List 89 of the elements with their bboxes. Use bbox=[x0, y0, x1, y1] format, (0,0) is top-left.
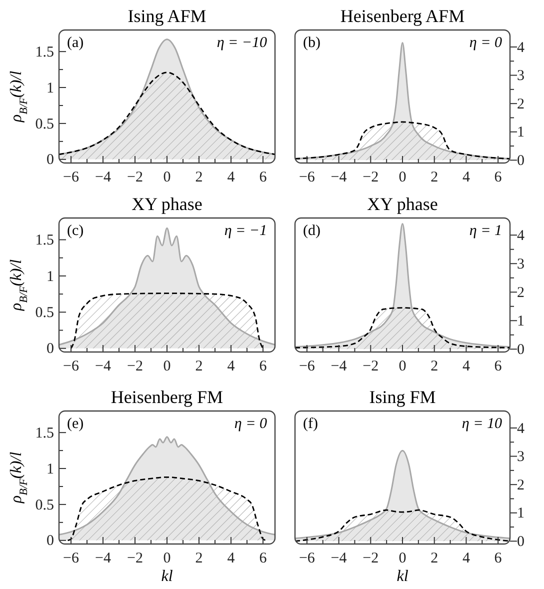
x-tick-label: 2 bbox=[195, 170, 203, 186]
annotation: (e) bbox=[67, 416, 84, 432]
y-tick-label: 0.5 bbox=[35, 304, 54, 321]
chart-title: Ising AFM bbox=[128, 6, 206, 26]
y2-tick-label: 2 bbox=[517, 96, 524, 112]
x-tick-label: −6 bbox=[63, 550, 80, 567]
y-tick-label: 1.5 bbox=[35, 44, 54, 60]
annotation: η = 1 bbox=[469, 223, 502, 239]
x-tick-label: −6 bbox=[298, 170, 316, 186]
x-tick-label: −2 bbox=[127, 170, 143, 186]
x-tick-label: −2 bbox=[362, 170, 379, 186]
x-tick-label: 6 bbox=[494, 550, 502, 567]
y2-tick-label: 4 bbox=[517, 40, 525, 56]
x-tick-label: 4 bbox=[462, 170, 470, 186]
x-tick-label: −2 bbox=[362, 358, 379, 375]
y-tick-label: 0.5 bbox=[35, 497, 54, 514]
y2-tick-label: 0 bbox=[517, 152, 524, 169]
annotation: η = −1 bbox=[224, 223, 267, 239]
x-tick-label: 0 bbox=[398, 550, 406, 567]
chart-title: Heisenberg AFM bbox=[340, 6, 465, 26]
x-tick-label: 0 bbox=[398, 358, 406, 375]
y2-tick-label: 0 bbox=[517, 534, 524, 550]
x-tick-label: 6 bbox=[494, 170, 502, 186]
x-tick-label: −4 bbox=[95, 170, 112, 186]
x-tick-label: 6 bbox=[259, 170, 268, 186]
x-tick-label: 4 bbox=[462, 358, 470, 375]
y-tick-label: 1 bbox=[46, 80, 54, 96]
y2-tick-label: 1 bbox=[517, 124, 524, 141]
x-tick-label: 4 bbox=[227, 550, 236, 567]
y2-tick-label: 0 bbox=[517, 342, 524, 358]
y-tick-label: 1 bbox=[46, 268, 54, 285]
x-tick-label: 2 bbox=[430, 170, 438, 186]
annotation: (b) bbox=[303, 35, 320, 51]
x-tick-label: −4 bbox=[330, 550, 348, 567]
x-tick-label: 6 bbox=[259, 550, 268, 567]
x-tick-label: 2 bbox=[430, 358, 438, 375]
x-tick-label: 2 bbox=[195, 550, 203, 567]
y2-tick-label: 2 bbox=[517, 477, 524, 494]
x-tick-label: 0 bbox=[163, 170, 171, 186]
x-tick-label: −6 bbox=[63, 358, 80, 375]
x-tick-label: 0 bbox=[398, 170, 406, 186]
y-tick-label: 1.5 bbox=[35, 232, 54, 249]
y2-tick-label: 2 bbox=[517, 284, 524, 301]
x-tick-label: −6 bbox=[298, 358, 316, 375]
y-tick-label: 0 bbox=[46, 152, 54, 168]
x-tick-label: 2 bbox=[195, 358, 203, 375]
x-tick-label: −2 bbox=[127, 358, 143, 375]
x-axis-title: kl bbox=[161, 568, 174, 585]
x-tick-label: 4 bbox=[462, 550, 470, 567]
x-tick-label: −4 bbox=[95, 358, 112, 375]
x-tick-label: 0 bbox=[163, 358, 171, 375]
annotation: (f) bbox=[303, 416, 318, 432]
x-tick-label: −6 bbox=[298, 550, 316, 567]
annotation: (d) bbox=[303, 223, 320, 239]
y-tick-label: 0 bbox=[46, 533, 54, 550]
y2-tick-label: 3 bbox=[517, 449, 524, 466]
annotation: (c) bbox=[67, 223, 84, 239]
x-tick-label: 6 bbox=[259, 358, 268, 375]
y-tick-label: 0 bbox=[46, 341, 54, 358]
chart-title: XY phase bbox=[367, 194, 438, 214]
x-tick-label: −4 bbox=[330, 170, 348, 186]
y-tick-label: 1.5 bbox=[35, 425, 54, 442]
x-tick-label: 0 bbox=[163, 550, 171, 567]
chart-title: Heisenberg FM bbox=[110, 387, 224, 407]
x-tick-label: 6 bbox=[494, 358, 502, 375]
annotation: η = 10 bbox=[462, 416, 502, 432]
x-tick-label: −2 bbox=[362, 550, 379, 567]
y-tick-label: 1 bbox=[46, 461, 54, 478]
annotation: (a) bbox=[67, 35, 84, 51]
x-tick-label: 2 bbox=[430, 550, 438, 567]
y-tick-label: 0.5 bbox=[35, 116, 54, 132]
x-tick-label: −2 bbox=[127, 550, 143, 567]
x-tick-label: 4 bbox=[227, 358, 236, 375]
chart-title: XY phase bbox=[132, 194, 202, 214]
x-axis-title: kl bbox=[396, 568, 409, 585]
y2-tick-label: 4 bbox=[517, 420, 525, 437]
y2-tick-label: 1 bbox=[517, 313, 524, 330]
annotation: η = −10 bbox=[216, 35, 268, 51]
x-tick-label: −4 bbox=[95, 550, 112, 567]
y2-tick-label: 1 bbox=[517, 506, 524, 522]
x-tick-label: −4 bbox=[330, 358, 348, 375]
x-tick-label: −6 bbox=[63, 170, 80, 186]
x-tick-label: 4 bbox=[227, 170, 236, 186]
chart-title: Ising FM bbox=[369, 387, 436, 407]
y2-tick-label: 3 bbox=[517, 256, 524, 272]
annotation: η = 0 bbox=[469, 35, 502, 51]
annotation: η = 0 bbox=[234, 416, 268, 432]
y2-tick-label: 3 bbox=[517, 68, 524, 84]
y2-tick-label: 4 bbox=[517, 228, 525, 244]
